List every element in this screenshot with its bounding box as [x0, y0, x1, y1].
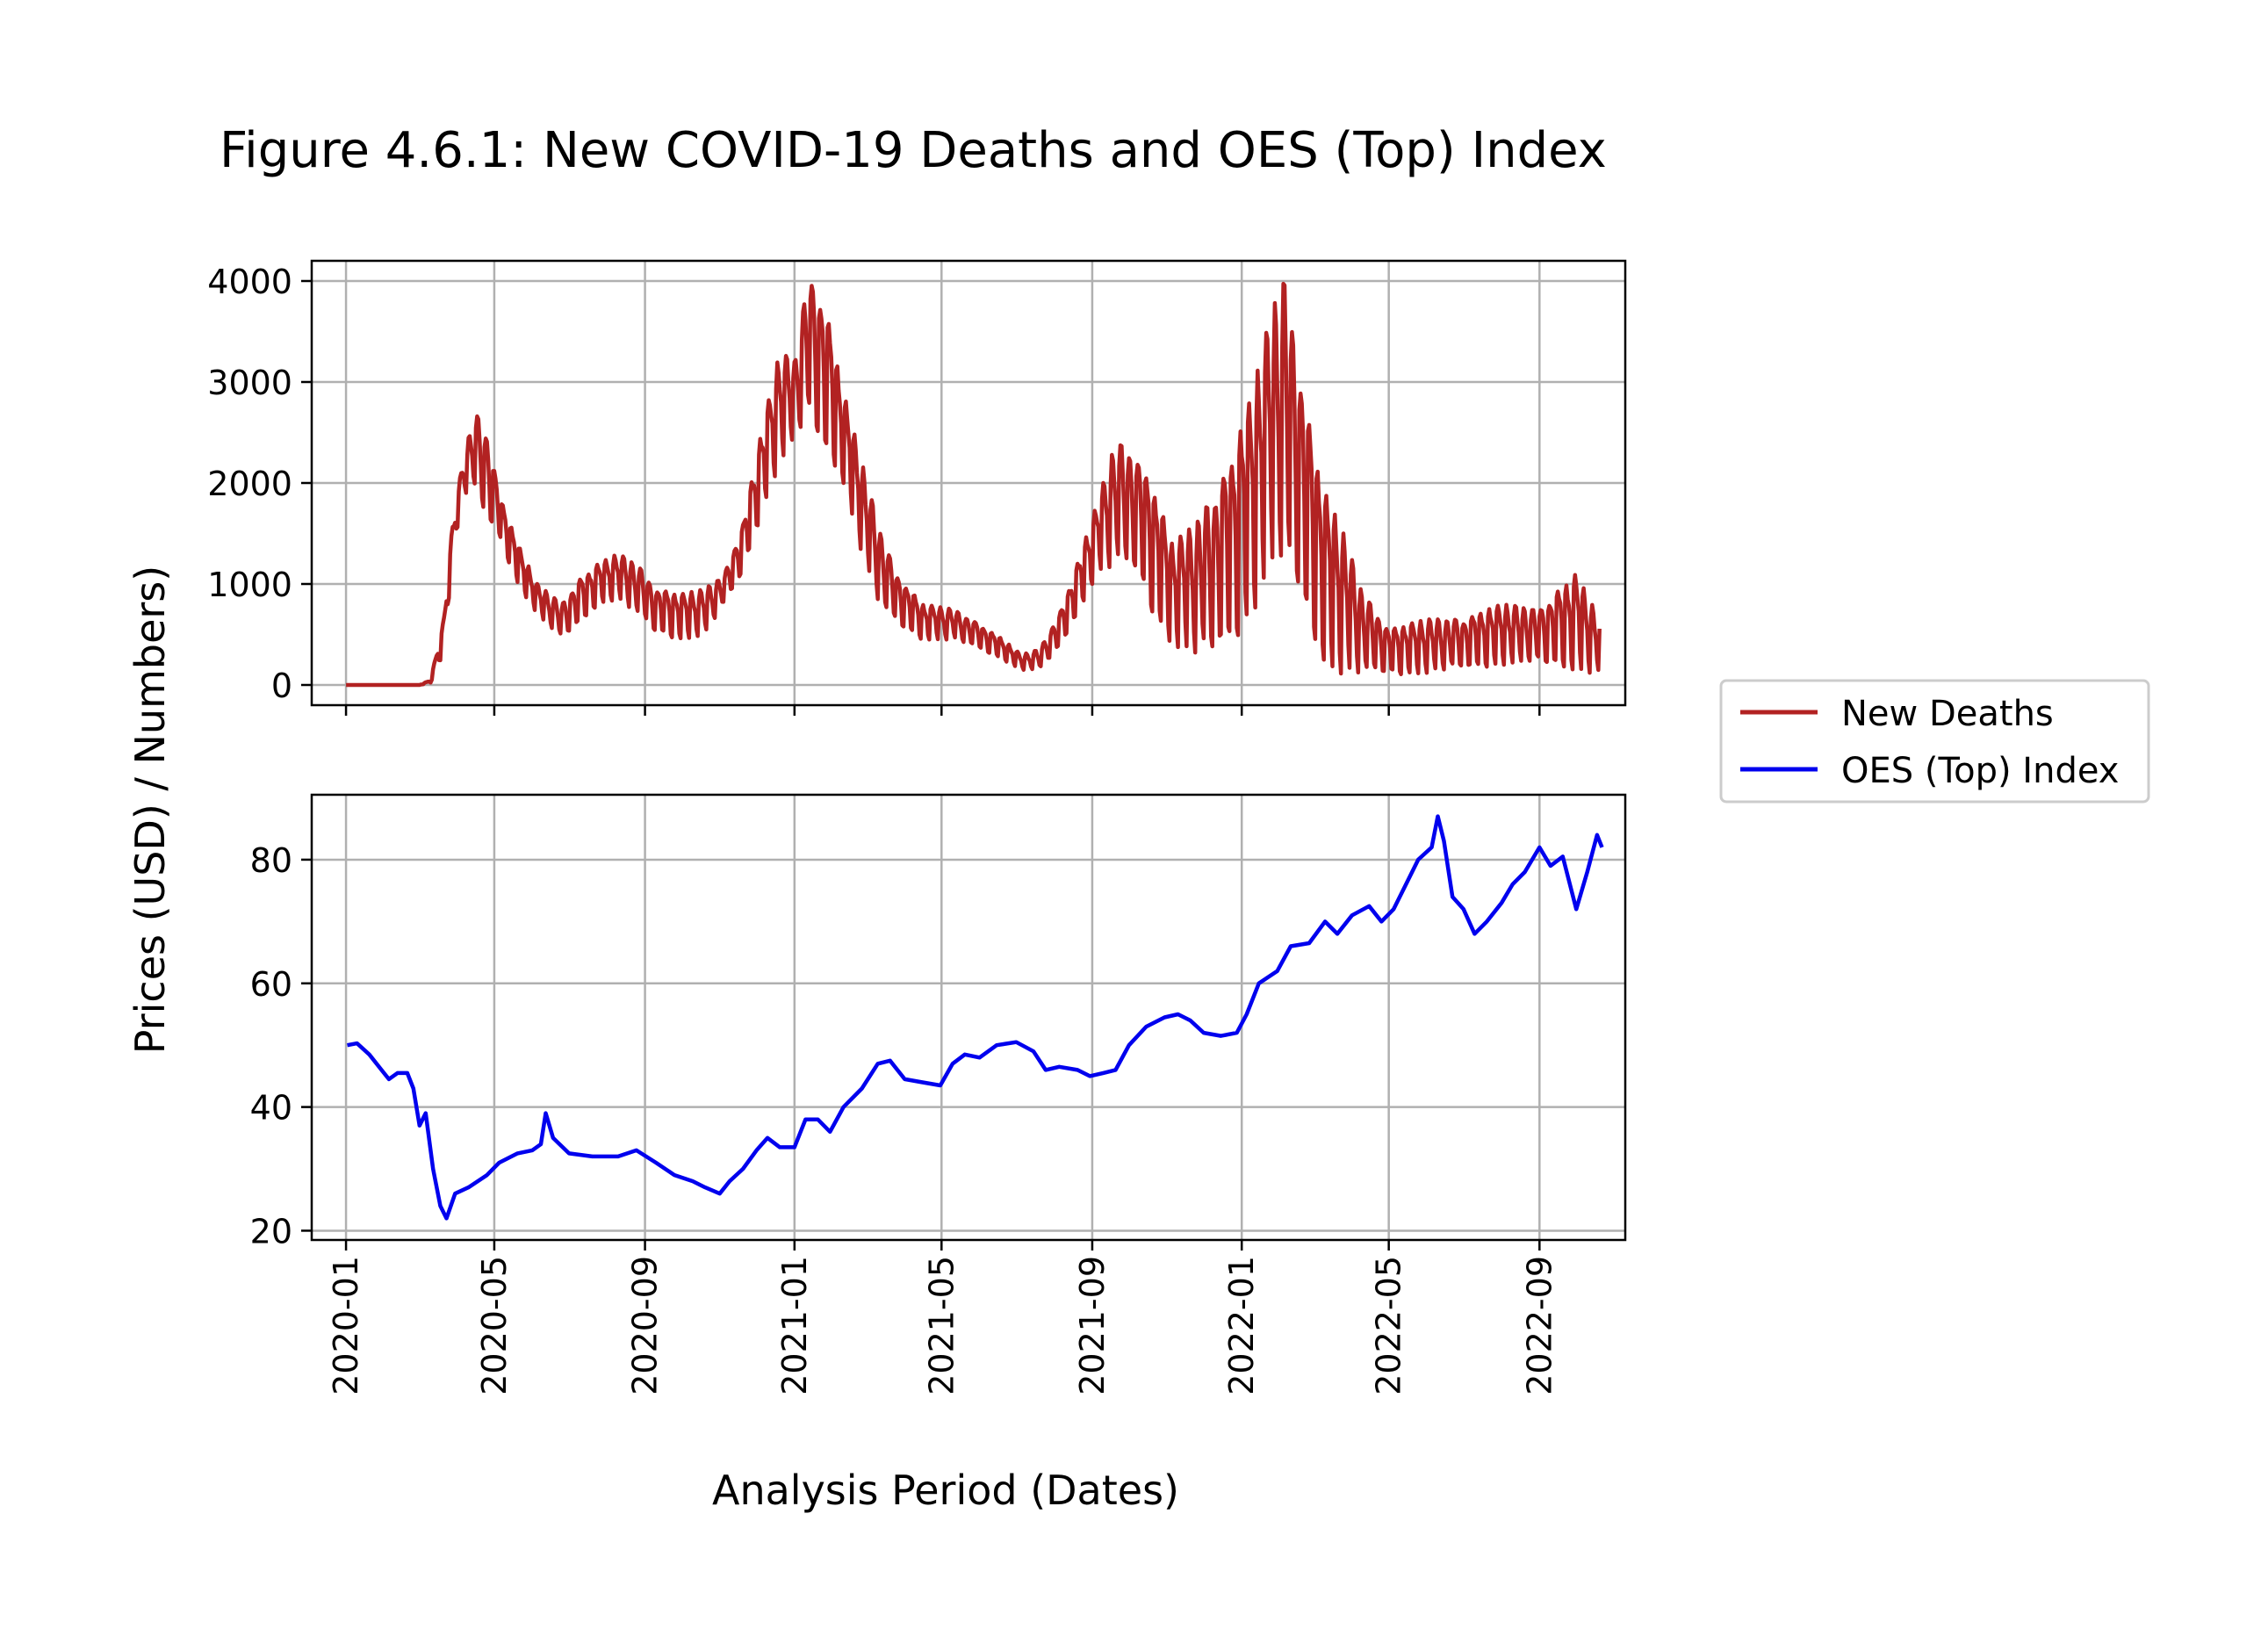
- y-tick-label: 1000: [207, 566, 292, 604]
- x-tick-label: 2020-05: [475, 1256, 514, 1395]
- y-tick-label: 20: [250, 1212, 292, 1251]
- x-tick-label: 2022-01: [1222, 1256, 1261, 1395]
- y-tick-label: 80: [250, 841, 292, 880]
- x-tick-label: 2021-09: [1073, 1256, 1112, 1395]
- legend-box: [1719, 679, 2150, 804]
- x-tick-label: 2021-05: [922, 1256, 961, 1395]
- series-line-oes-index: [347, 814, 1604, 1221]
- y-tick-label: 0: [271, 667, 292, 705]
- x-tick-label: 2021-01: [775, 1256, 814, 1395]
- y-tick-label: 2000: [207, 465, 292, 503]
- series-line-new-deaths: [345, 281, 1602, 688]
- deaths-panel: 0 1000 2000 3000 4000: [207, 259, 1627, 716]
- x-axis-label: Analysis Period (Dates): [712, 1467, 1179, 1514]
- legend-label-new-deaths: New Deaths: [1841, 694, 2054, 734]
- x-tick-label: 2020-09: [626, 1256, 665, 1395]
- legend: New Deaths OES (Top) Index: [1719, 679, 2150, 804]
- x-tick-label: 2022-05: [1370, 1256, 1408, 1395]
- index-panel: 20 40 60 80: [250, 793, 1627, 1251]
- y-tick-label: 40: [250, 1089, 292, 1128]
- plot-frame: [310, 793, 1627, 1242]
- x-axis-ticks: 2020-01 2020-05 2020-09 2021-01 2021-05 2021-…: [327, 1256, 1559, 1395]
- plot-frame: [310, 259, 1627, 707]
- x-tick-label: 2022-09: [1520, 1256, 1559, 1395]
- y-axis-label: Prices (USD) / Numbers): [126, 566, 174, 1054]
- legend-label-oes-index: OES (Top) Index: [1841, 751, 2119, 791]
- y-tick-label: 3000: [207, 364, 292, 402]
- y-tick-label: 4000: [207, 263, 292, 301]
- y-tick-label: 60: [250, 965, 292, 1004]
- chart-title: Figure 4.6.1: New COVID-19 Deaths and OE…: [220, 122, 1607, 179]
- x-tick-label: 2020-01: [327, 1256, 365, 1395]
